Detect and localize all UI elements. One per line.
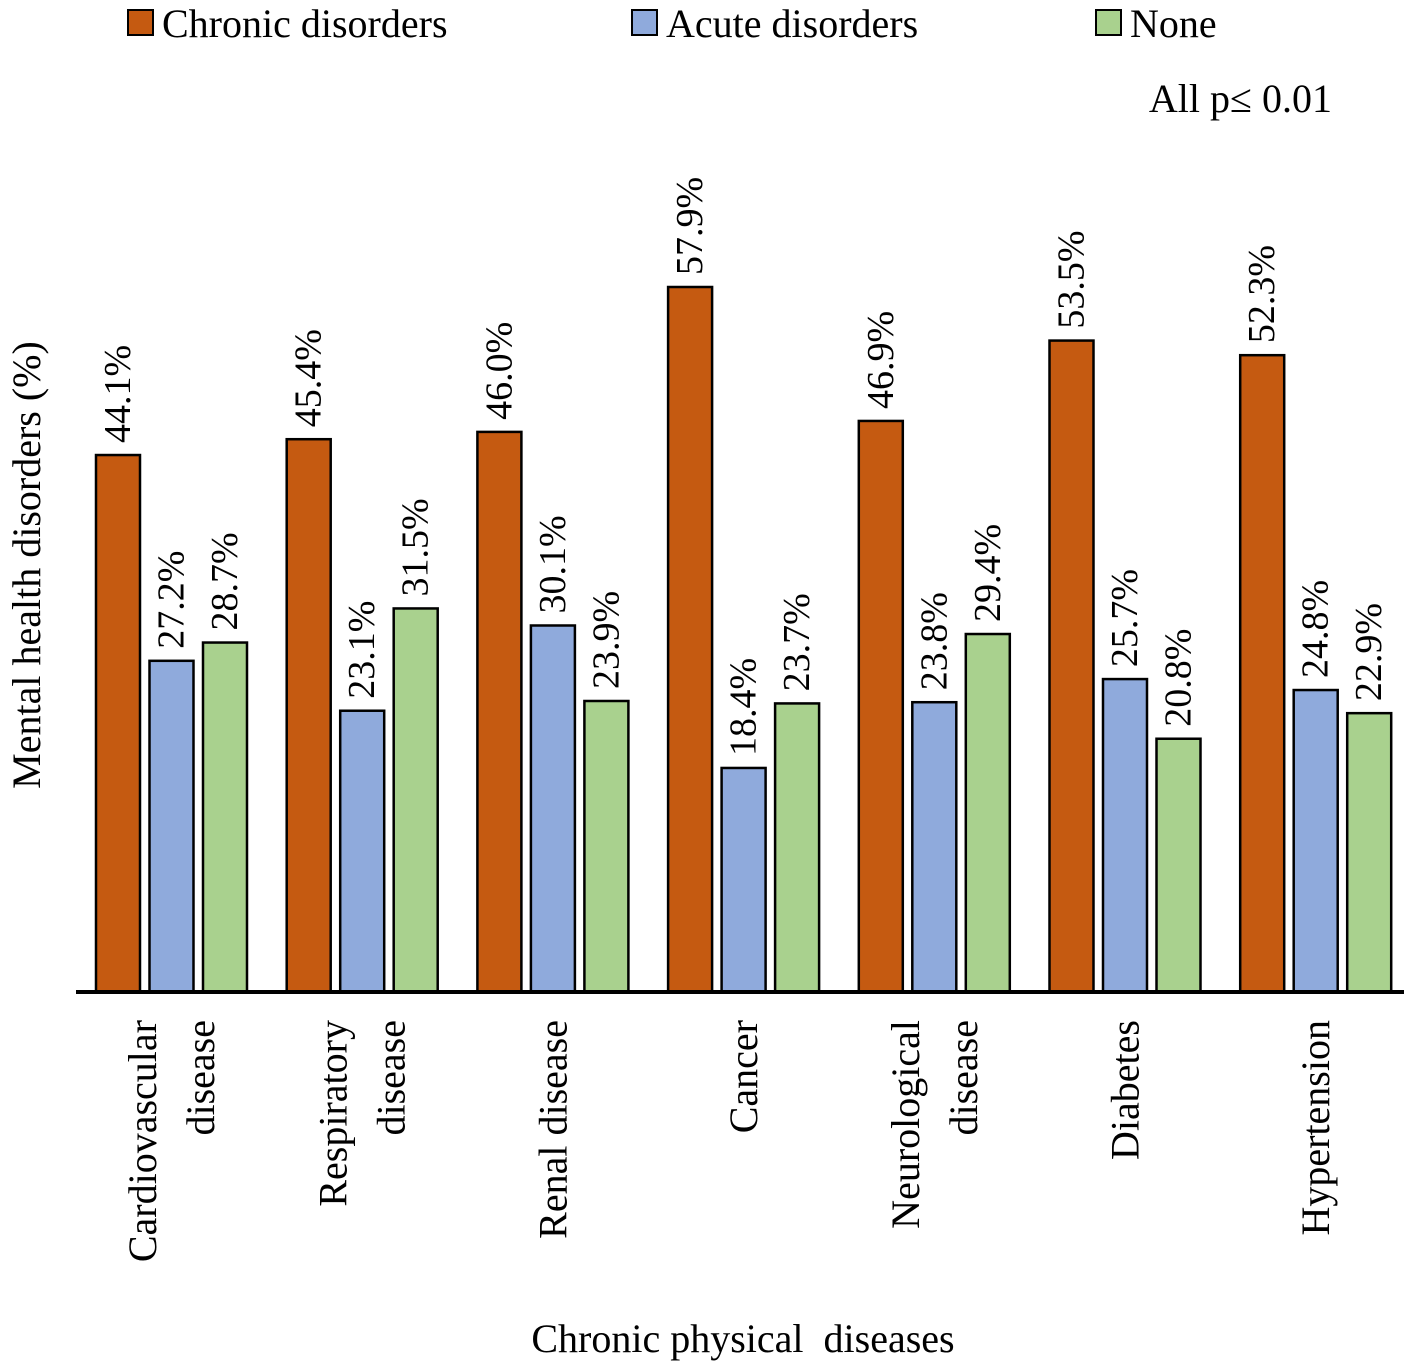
data-label: 22.9% [1348, 603, 1390, 701]
legend-label: Acute disorders [666, 1, 918, 46]
bar-acute-disorders [529, 624, 577, 994]
category-label: disease [178, 1020, 223, 1136]
bar-none [773, 702, 821, 994]
data-label: 23.9% [585, 591, 627, 689]
bar-acute-disorders [911, 700, 958, 994]
bar-chronic-disorders [94, 453, 142, 994]
bar-acute-disorders [1101, 677, 1149, 994]
bar-chronic-disorders [857, 419, 905, 994]
data-label: 52.3% [1241, 245, 1283, 343]
data-label: 46.0% [478, 322, 520, 420]
bar-none [1155, 737, 1202, 994]
bar-acute-disorders [338, 709, 386, 994]
bar-chronic-disorders [1048, 339, 1095, 994]
bar-acute-disorders [720, 766, 767, 994]
bar-none [964, 632, 1012, 994]
legend-label: Chronic disorders [162, 1, 448, 46]
bar-chronic-disorders [285, 437, 332, 994]
data-label: 18.4% [723, 658, 765, 756]
bar-none [583, 699, 630, 994]
data-label: 44.1% [97, 345, 139, 443]
category-labels: Cardiovascular disease Respiratory disease R… [120, 1020, 1338, 1262]
data-label: 23.8% [913, 592, 955, 690]
bar-acute-disorders [1292, 688, 1339, 994]
legend-swatch [631, 9, 658, 36]
legend: Chronic disorders Acute disorders None [127, 1, 1217, 46]
category-label: Cancer [721, 1020, 766, 1133]
category-label: Diabetes [1103, 1020, 1148, 1160]
x-axis-label: Chronic physical diseases [531, 1316, 954, 1361]
data-label: 31.5% [395, 498, 437, 596]
data-label: 28.7% [204, 532, 246, 630]
category-label: Neurological [883, 1020, 928, 1229]
data-label: 57.9% [669, 177, 711, 275]
data-label: 29.4% [967, 524, 1009, 622]
data-label: 23.7% [776, 593, 818, 691]
data-label: 45.4% [288, 329, 330, 427]
data-label: 46.9% [860, 311, 902, 409]
category-label: Respiratory [311, 1020, 356, 1207]
p-value-annotation: All p≤ 0.01 [1149, 76, 1332, 121]
y-axis-label: Mental health disorders (%) [4, 341, 49, 789]
bar-none [201, 641, 249, 994]
bar-none [1345, 711, 1393, 994]
data-label: 30.1% [532, 515, 574, 613]
legend-swatch [1095, 9, 1122, 36]
data-label: 24.8% [1295, 580, 1337, 678]
data-label: 27.2% [151, 551, 193, 649]
bar-none [392, 607, 439, 994]
category-label: Renal disease [530, 1020, 575, 1239]
bar-chronic-disorders [476, 430, 523, 994]
data-label: 25.7% [1104, 569, 1146, 667]
legend-label: None [1130, 1, 1217, 46]
category-label: disease [941, 1020, 986, 1136]
data-label: 20.8% [1158, 629, 1200, 727]
data-label: 23.1% [341, 601, 383, 699]
category-label: disease [369, 1020, 414, 1136]
bar-chronic-disorders [1238, 353, 1286, 994]
category-label: Hypertension [1293, 1020, 1338, 1236]
bar-chronic-disorders [666, 285, 714, 994]
category-label: Cardiovascular [120, 1020, 165, 1262]
bars: 44.1% 45.4% 46.0% 57.9% 46.9% 53.5% 52.3% 27.2%… [94, 177, 1393, 994]
legend-swatch [127, 9, 154, 36]
data-label: 53.5% [1051, 230, 1093, 328]
bar-acute-disorders [148, 659, 195, 994]
